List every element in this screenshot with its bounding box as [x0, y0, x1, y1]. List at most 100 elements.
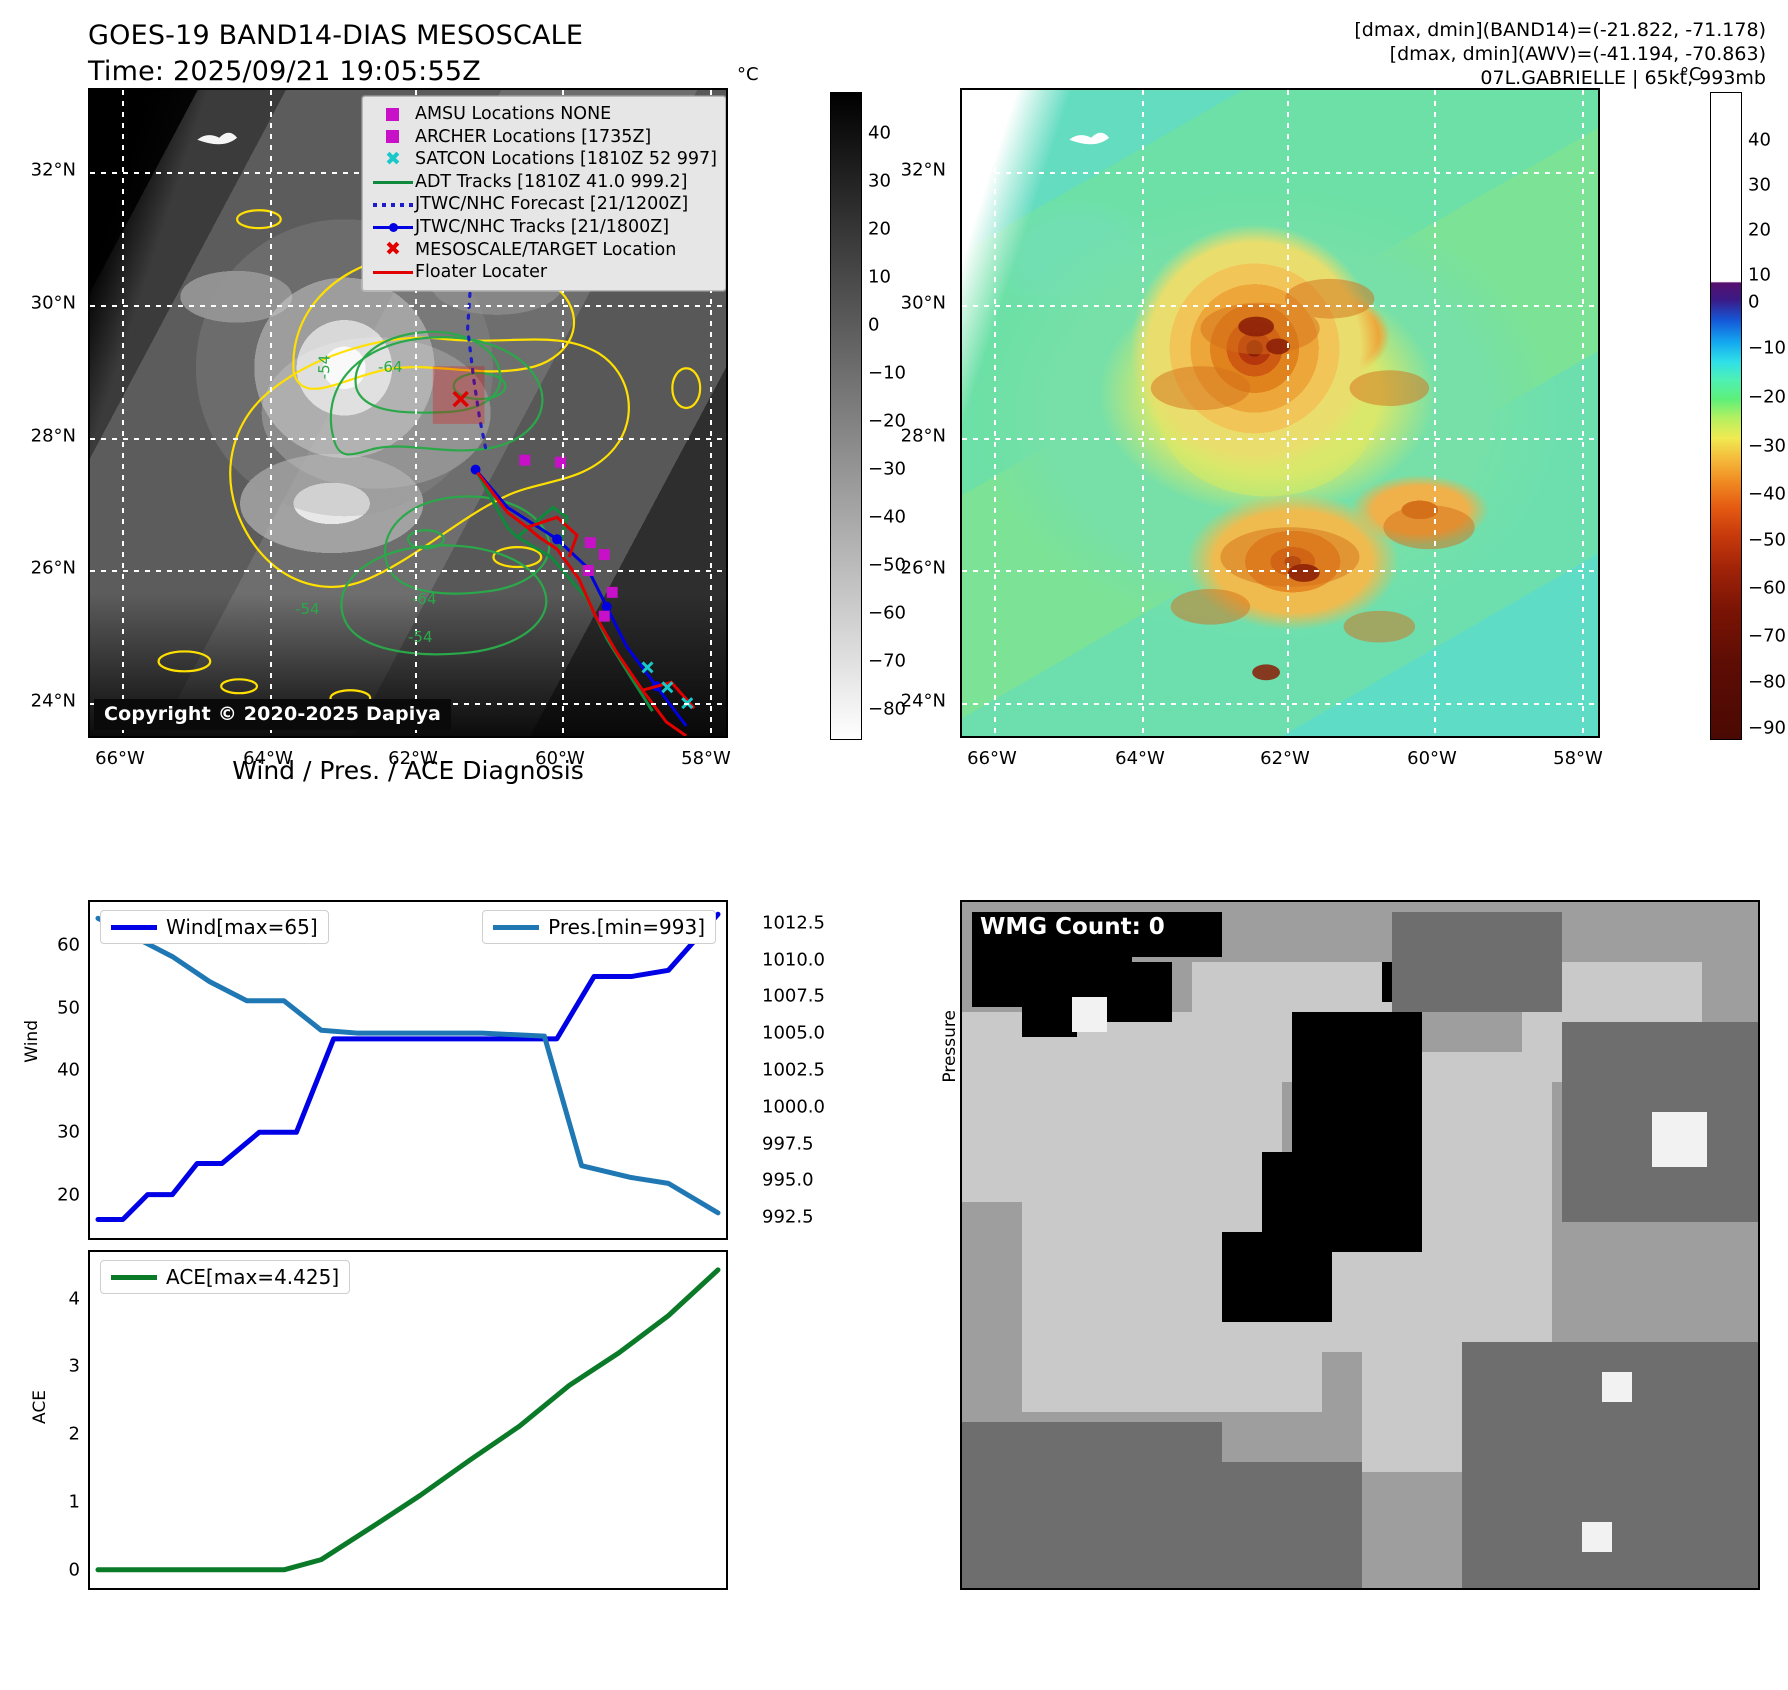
axis-tick: 40 — [57, 1059, 80, 1081]
wmg-cells — [962, 902, 1758, 1588]
lon-gridline-60w — [562, 90, 564, 736]
left-lon-tick-66w: 66°W — [95, 748, 145, 769]
axis-tick: 0 — [68, 1559, 80, 1581]
legend-item-adt[interactable]: ADT Tracks [1810Z 41.0 999.2] — [371, 171, 717, 194]
axis-tick: 1007.5 — [762, 985, 825, 1007]
wind-swatch — [111, 924, 157, 930]
pressure-swatch — [493, 924, 540, 930]
left-lon-tick-62w: 62°W — [388, 748, 438, 769]
grayscale-colorbar[interactable] — [830, 92, 862, 740]
floater-line-icon — [371, 270, 415, 274]
legend-label-tracks: JTWC/NHC Tracks [21/1800Z] — [414, 216, 670, 237]
left-cb-tick-m20: −20 — [868, 410, 906, 432]
pressure-legend[interactable]: Pres.[min=993] — [482, 910, 716, 944]
left-lon-tick-64w: 64°W — [243, 748, 293, 769]
right-cb-tick-40: 40 — [1748, 129, 1771, 151]
lat-gridline-28n — [90, 438, 726, 440]
tracks-line-marker-icon — [371, 222, 415, 232]
temperature-colorbar[interactable] — [1710, 92, 1742, 740]
axis-tick: 3 — [68, 1355, 80, 1377]
axis-tick: 50 — [57, 997, 80, 1019]
wind-pres-ace-title: Wind / Pres. / ACE Diagnosis — [232, 756, 584, 785]
legend-item-forecast[interactable]: JTWC/NHC Forecast [21/1200Z] — [371, 193, 717, 216]
lon-gridline-58w — [710, 90, 712, 736]
amsu-square-icon — [371, 107, 415, 121]
contour-label-0: -54 — [314, 354, 334, 380]
right-cb-tick-10: 10 — [1748, 264, 1771, 286]
right-cb-tick-m20: −20 — [1748, 386, 1786, 408]
band14-grayscale-image[interactable]: -54 -64 -54 -64 -54 AMSU Locations NONE … — [88, 88, 728, 738]
legend-item-satcon[interactable]: ✖ SATCON Locations [1810Z 52 997] — [371, 148, 717, 171]
left-lat-tick-24n: 24°N — [30, 690, 76, 712]
ace-chart[interactable]: ACE[max=4.425] — [88, 1250, 728, 1590]
ace-legend[interactable]: ACE[max=4.425] — [100, 1260, 351, 1294]
wmg-classification-image[interactable]: WMG Count: 0 — [960, 900, 1760, 1590]
r-lat-gridline-30n — [962, 305, 1598, 307]
left-lat-tick-28n: 28°N — [30, 425, 76, 447]
right-lat-tick-28n: 28°N — [900, 425, 946, 447]
color-image-texture — [1069, 132, 1475, 681]
contour-label-2: -54 — [295, 600, 320, 618]
wind-legend[interactable]: Wind[max=65] — [100, 910, 329, 944]
axis-tick: 1005.0 — [762, 1022, 825, 1044]
r-lon-gridline-66w — [994, 90, 996, 736]
legend-item-amsu[interactable]: AMSU Locations NONE — [371, 103, 717, 126]
pressure-legend-label: Pres.[min=993] — [548, 915, 705, 939]
storm-summary: 07L.GABRIELLE | 65kt, 993mb — [1480, 67, 1766, 89]
r-lat-gridline-32n — [962, 172, 1598, 174]
axis-tick: 1000.0 — [762, 1096, 825, 1118]
right-lat-tick-26n: 26°N — [900, 557, 946, 579]
lon-gridline-66w — [122, 90, 124, 736]
left-lat-tick-32n: 32°N — [30, 159, 76, 181]
r-lon-gridline-62w — [1287, 90, 1289, 736]
awv-color-image[interactable] — [960, 88, 1600, 738]
ace-legend-label: ACE[max=4.425] — [166, 1265, 340, 1289]
ace-axis-label: ACE — [30, 1390, 50, 1424]
adt-line-icon — [371, 180, 415, 184]
contour-label-3: -64 — [412, 590, 437, 608]
right-cb-tick-20: 20 — [1748, 219, 1771, 241]
metadata-block: [dmax, dmin](BAND14)=(-21.822, -71.178) … — [1354, 18, 1766, 90]
axis-tick: 1012.5 — [762, 912, 825, 934]
ace-swatch — [111, 1274, 157, 1280]
right-cb-tick-m30: −30 — [1748, 435, 1786, 457]
legend-label-amsu: AMSU Locations NONE — [414, 104, 612, 124]
wind-pressure-chart[interactable]: Wind[max=65] Pres.[min=993] — [88, 900, 728, 1240]
legend-label-satcon: SATCON Locations [1810Z 52 997] — [414, 149, 717, 170]
right-cb-tick-0: 0 — [1748, 291, 1760, 313]
mesoscale-cross-icon: ✖ — [385, 238, 401, 261]
wind-pressure-plot — [95, 911, 721, 1223]
right-cb-tick-m10: −10 — [1748, 337, 1786, 359]
title-line: GOES-19 BAND14-DIAS MESOSCALE — [88, 20, 584, 51]
ace-plot — [95, 1267, 721, 1573]
left-cb-tick-20: 20 — [868, 218, 891, 240]
legend-item-archer[interactable]: ARCHER Locations [1735Z] — [371, 126, 717, 149]
axis-tick: 1 — [68, 1491, 80, 1513]
right-lon-tick-64w: 64°W — [1115, 748, 1165, 769]
r-lon-gridline-64w — [1142, 90, 1144, 736]
right-cb-tick-m80: −80 — [1748, 671, 1786, 693]
legend-label-adt: ADT Tracks [1810Z 41.0 999.2] — [414, 171, 688, 192]
axis-tick: 60 — [57, 934, 80, 956]
axis-tick: 30 — [57, 1121, 80, 1143]
map-legend[interactable]: AMSU Locations NONE ARCHER Locations [17… — [361, 96, 726, 291]
legend-item-tracks[interactable]: JTWC/NHC Tracks [21/1800Z] — [371, 216, 717, 239]
wmg-count-label: WMG Count: 0 — [980, 914, 1165, 940]
left-cb-tick-10: 10 — [868, 266, 891, 288]
legend-item-floater[interactable]: Floater Locater — [371, 261, 717, 284]
wind-legend-label: Wind[max=65] — [166, 915, 318, 939]
right-lon-tick-60w: 60°W — [1407, 748, 1457, 769]
contour-label-4: -54 — [408, 628, 433, 646]
axis-tick: 20 — [57, 1184, 80, 1206]
right-cb-tick-m90: −90 — [1748, 717, 1786, 739]
right-cb-tick-m50: −50 — [1748, 529, 1786, 551]
axis-tick: 2 — [68, 1423, 80, 1445]
r-lon-gridline-60w — [1434, 90, 1436, 736]
left-lon-tick-58w: 58°W — [681, 748, 731, 769]
right-colorbar-unit: °C — [1680, 64, 1702, 85]
right-cb-tick-30: 30 — [1748, 174, 1771, 196]
legend-item-mesoscale[interactable]: ✖ MESOSCALE/TARGET Location — [371, 239, 717, 262]
contour-label-1: -64 — [378, 358, 403, 376]
lat-gridline-26n — [90, 570, 726, 572]
